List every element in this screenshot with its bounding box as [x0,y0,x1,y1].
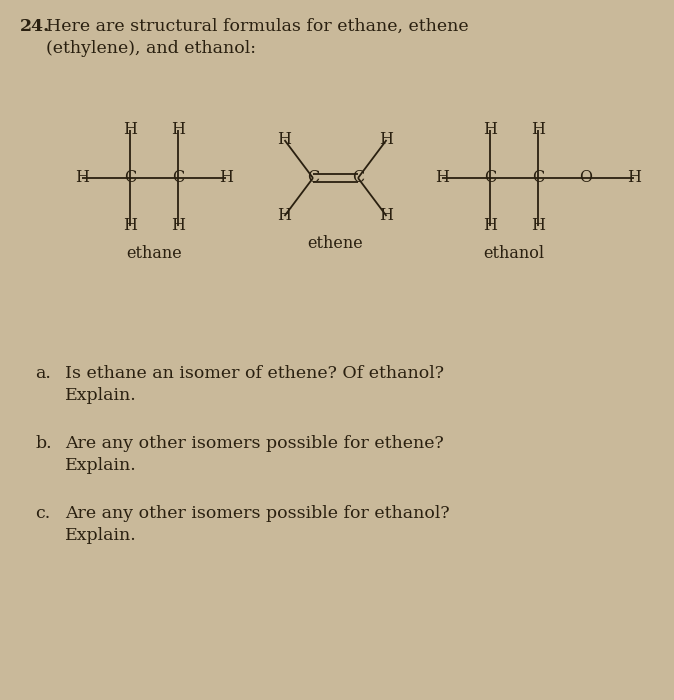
Text: H: H [171,122,185,139]
Text: H: H [171,218,185,234]
Text: H: H [531,122,545,139]
Text: Is ethane an isomer of ethene? Of ethanol?
Explain.: Is ethane an isomer of ethene? Of ethano… [65,365,444,403]
Text: H: H [379,132,394,148]
Text: a.: a. [35,365,51,382]
Text: C: C [352,169,364,186]
Text: b.: b. [35,435,52,452]
Text: H: H [483,218,497,234]
Text: ethanol: ethanol [483,246,545,262]
Text: Are any other isomers possible for ethanol?
Explain.: Are any other isomers possible for ethan… [65,505,450,543]
Text: H: H [219,169,233,186]
Text: H: H [435,169,449,186]
Text: C: C [124,169,136,186]
Text: c.: c. [35,505,51,522]
Text: C: C [484,169,496,186]
Text: H: H [123,218,137,234]
Text: 24.: 24. [20,18,50,35]
Text: Here are structural formulas for ethane, ethene
(ethylene), and ethanol:: Here are structural formulas for ethane,… [46,18,468,57]
Text: H: H [123,122,137,139]
Text: H: H [379,207,394,225]
Text: O: O [580,169,592,186]
Text: H: H [627,169,641,186]
Text: Are any other isomers possible for ethene?
Explain.: Are any other isomers possible for ethen… [65,435,443,473]
Text: C: C [307,169,319,186]
Text: H: H [278,132,291,148]
Text: H: H [483,122,497,139]
Text: H: H [75,169,89,186]
Text: H: H [278,207,291,225]
Text: C: C [532,169,544,186]
Text: H: H [531,218,545,234]
Text: C: C [172,169,184,186]
Text: ethane: ethane [126,246,182,262]
Text: ethene: ethene [307,235,363,253]
